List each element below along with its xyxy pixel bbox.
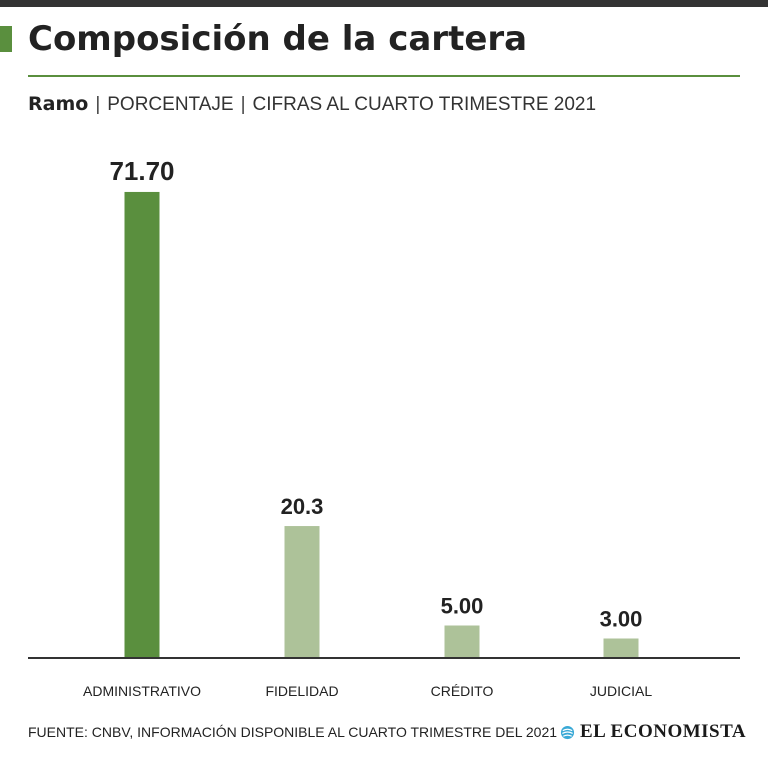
bar-administrativo bbox=[124, 191, 160, 658]
subtitle-unit: PORCENTAJE bbox=[107, 94, 234, 115]
category-label-credito: CRÉDITO bbox=[431, 683, 494, 699]
title-divider bbox=[28, 75, 740, 77]
value-label-judicial: 3.00 bbox=[600, 607, 643, 632]
category-label-judicial: JUDICIAL bbox=[590, 683, 652, 699]
logo-text: EL ECONOMISTA bbox=[580, 721, 747, 742]
chart-subtitle: Ramo | PORCENTAJE | CIFRAS AL CUARTO TRIMEST… bbox=[28, 90, 596, 119]
title-accent-bar bbox=[0, 26, 12, 52]
globe-icon bbox=[560, 725, 575, 739]
source-note: FUENTE: CNBV, INFORMACIÓN DISPONIBLE AL … bbox=[28, 724, 558, 740]
subtitle-period: CIFRAS AL CUARTO TRIMESTRE 2021 bbox=[252, 94, 597, 115]
subtitle-category: Ramo bbox=[28, 93, 89, 115]
category-label-administrativo: ADMINISTRATIVO bbox=[83, 683, 201, 699]
bar-judicial bbox=[603, 638, 639, 658]
value-label-administrativo: 71.70 bbox=[109, 156, 174, 186]
bars-layer bbox=[124, 191, 639, 658]
bar-fidelidad bbox=[284, 526, 320, 658]
subtitle-separator: | bbox=[95, 94, 101, 115]
value-label-fidelidad: 20.3 bbox=[281, 494, 324, 519]
value-label-credito: 5.00 bbox=[441, 594, 484, 619]
chart-title: Composición de la cartera bbox=[28, 19, 528, 59]
labels-layer: 71.70 ADMINISTRATIVO 20.3 FIDELIDAD 5.00 CRÉD… bbox=[83, 156, 652, 699]
subtitle-separator: | bbox=[240, 94, 246, 115]
publisher-logo: EL ECONOMISTA bbox=[560, 720, 746, 744]
top-rule bbox=[0, 0, 768, 7]
category-label-fidelidad: FIDELIDAD bbox=[265, 683, 338, 699]
bar-credito bbox=[444, 625, 480, 658]
